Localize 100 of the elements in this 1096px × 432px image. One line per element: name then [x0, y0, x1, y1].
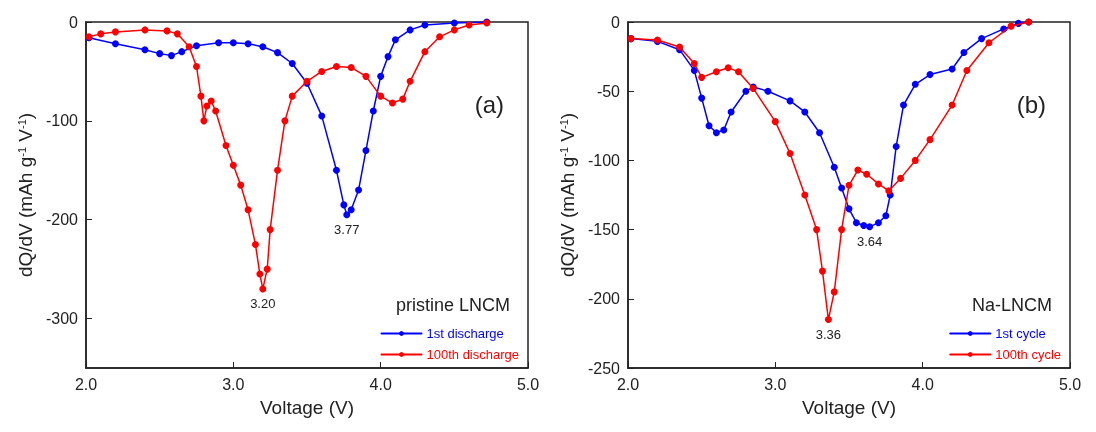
point [156, 50, 164, 58]
point [897, 174, 905, 182]
point [900, 101, 908, 109]
y-tick-label: -200 [45, 211, 79, 229]
point [838, 184, 846, 192]
point [377, 92, 385, 100]
point [786, 149, 794, 157]
point [724, 64, 732, 72]
point [863, 170, 871, 178]
point [421, 21, 429, 29]
y-tick-label: 0 [611, 13, 621, 31]
point [892, 143, 900, 151]
point [690, 60, 698, 68]
point [735, 68, 742, 76]
y-tick-label: -250 [587, 359, 621, 377]
point [288, 92, 296, 100]
x-tick-label: 5.0 [1058, 375, 1082, 393]
point [720, 126, 728, 134]
point [771, 118, 779, 126]
point [281, 117, 289, 125]
point [362, 147, 370, 155]
x-tick-label: 5.0 [516, 375, 540, 393]
x-tick-label: 3.0 [222, 375, 245, 393]
legend-label: 100th discharge [426, 347, 519, 362]
point [229, 161, 237, 169]
point [698, 94, 706, 102]
point [824, 316, 832, 324]
annotation: 3.36 [815, 326, 842, 342]
point [332, 166, 340, 174]
point [222, 142, 230, 150]
annotation: 3.64 [856, 233, 883, 249]
legend-label: 1st cycle [995, 326, 1046, 341]
point [816, 129, 824, 137]
point [288, 60, 296, 68]
point [318, 67, 326, 75]
point [193, 42, 200, 50]
x-axis-title: Voltage (V) [260, 397, 354, 418]
point [885, 187, 893, 195]
point [229, 39, 237, 47]
point [173, 30, 181, 38]
point [450, 26, 458, 34]
point [845, 181, 853, 189]
point [97, 30, 105, 38]
point [882, 212, 890, 220]
point [911, 156, 919, 164]
point [860, 221, 868, 229]
point [874, 180, 882, 188]
y-tick-label: -100 [587, 151, 621, 169]
legend-title: pristine LNCM [395, 295, 510, 315]
point [854, 166, 862, 174]
point [384, 53, 392, 61]
point [343, 211, 351, 219]
point [256, 270, 264, 278]
point [332, 62, 340, 70]
point [712, 129, 720, 137]
point [197, 92, 205, 100]
point [167, 52, 175, 60]
point [318, 112, 326, 120]
point [406, 26, 414, 34]
point [347, 63, 355, 71]
point [141, 46, 149, 54]
point [421, 48, 429, 56]
point [388, 99, 396, 107]
x-axis-title: Voltage (V) [802, 397, 896, 418]
y-tick-label: -100 [45, 112, 79, 130]
point [369, 107, 377, 115]
point [200, 117, 208, 125]
point [866, 223, 874, 231]
point [764, 87, 772, 95]
point [259, 285, 267, 293]
annotation: (b) [1016, 90, 1047, 118]
point [963, 66, 971, 74]
legend-label: 100th cycle [995, 347, 1061, 362]
point [178, 48, 186, 56]
x-tick-label: 2.0 [616, 375, 640, 393]
point [111, 28, 119, 36]
y-tick-label: -300 [45, 310, 79, 328]
y-tick-label: -150 [587, 221, 621, 239]
y-tick-label: -200 [587, 290, 621, 308]
point [838, 226, 846, 234]
point [813, 226, 821, 234]
x-tick-label: 4.0 [369, 375, 392, 393]
point [347, 206, 355, 214]
point [274, 49, 282, 57]
point [852, 219, 860, 227]
point [251, 240, 259, 248]
point [111, 40, 119, 48]
point [193, 62, 200, 70]
point [436, 33, 444, 41]
point [926, 71, 934, 79]
point [818, 267, 826, 275]
y-axis-title: dQ/dV (mAh g-1 V-1) [15, 112, 37, 278]
point [212, 107, 220, 115]
point [391, 36, 399, 44]
point [698, 73, 706, 81]
point [263, 265, 271, 273]
point [237, 181, 245, 189]
annotation: 3.77 [334, 221, 360, 237]
point [340, 201, 348, 209]
point [690, 66, 698, 74]
